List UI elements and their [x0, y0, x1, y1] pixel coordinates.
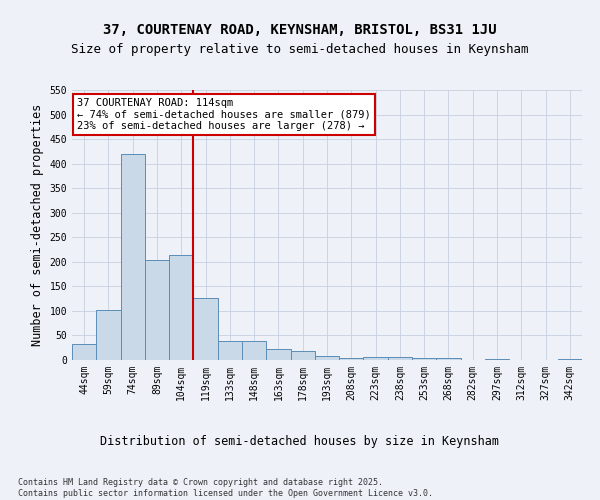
Bar — [558, 358, 582, 360]
Bar — [121, 154, 145, 360]
Text: Contains HM Land Registry data © Crown copyright and database right 2025.
Contai: Contains HM Land Registry data © Crown c… — [18, 478, 433, 498]
Bar — [339, 358, 364, 360]
Bar — [96, 310, 121, 360]
Bar — [218, 342, 242, 360]
Bar — [145, 260, 169, 360]
Bar — [364, 357, 388, 360]
Text: 37 COURTENAY ROAD: 114sqm
← 74% of semi-detached houses are smaller (879)
23% of: 37 COURTENAY ROAD: 114sqm ← 74% of semi-… — [77, 98, 371, 132]
Bar — [485, 359, 509, 360]
Bar — [169, 255, 193, 360]
Bar — [412, 358, 436, 360]
Bar — [242, 342, 266, 360]
Bar — [266, 349, 290, 360]
Text: 37, COURTENAY ROAD, KEYNSHAM, BRISTOL, BS31 1JU: 37, COURTENAY ROAD, KEYNSHAM, BRISTOL, B… — [103, 22, 497, 36]
Bar — [290, 350, 315, 360]
Bar — [72, 344, 96, 360]
Text: Distribution of semi-detached houses by size in Keynsham: Distribution of semi-detached houses by … — [101, 435, 499, 448]
Bar — [315, 356, 339, 360]
Bar — [193, 298, 218, 360]
Bar — [436, 358, 461, 360]
Bar — [388, 356, 412, 360]
Y-axis label: Number of semi-detached properties: Number of semi-detached properties — [31, 104, 44, 346]
Text: Size of property relative to semi-detached houses in Keynsham: Size of property relative to semi-detach… — [71, 42, 529, 56]
